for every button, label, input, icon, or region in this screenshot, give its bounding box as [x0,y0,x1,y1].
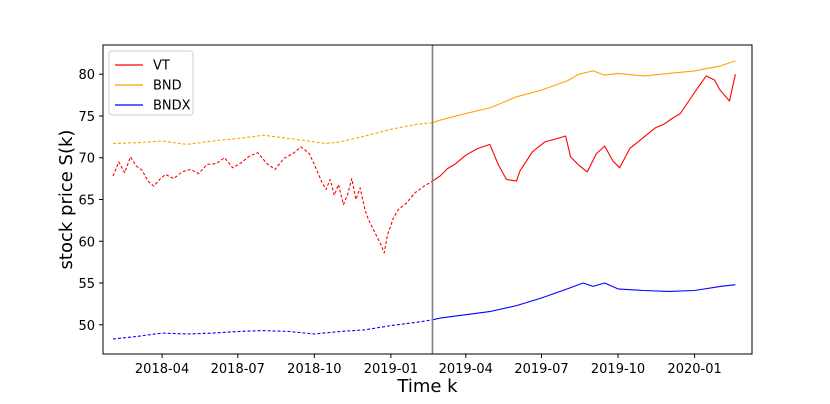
series-vt-line-forecast [432,74,736,182]
x-tick-label: 2019-07 [514,362,568,377]
y-tick-label: 80 [78,68,95,83]
x-tick-label: 2018-10 [287,362,341,377]
legend-box [108,50,194,116]
y-axis: 50 55 60 65 70 75 80 [78,68,103,334]
x-axis-label: Time k [396,376,458,397]
series-bnd-line-history [112,122,433,145]
series-vt-line-history [112,146,433,254]
x-axis: 2018-04 2018-07 2018-10 2019-01 2019-04 2019-… [135,354,722,377]
legend-label-bnd: BND [153,79,182,94]
y-tick-label: 60 [78,235,95,250]
series-layer [112,60,736,340]
y-axis-label: stock price S(k) [56,130,77,270]
y-tick-label: 75 [78,110,95,125]
legend-label-bndx: BNDX [153,99,191,114]
x-tick-label: 2019-04 [439,362,493,377]
y-tick-label: 55 [78,277,95,292]
x-tick-label: 2018-07 [211,362,265,377]
legend: VT BND BNDX [108,50,194,116]
x-tick-label: 2018-04 [135,362,189,377]
series-bndx-line-forecast [432,282,736,321]
x-tick-label: 2020-01 [667,362,721,377]
y-tick-label: 50 [78,319,95,334]
legend-label-vt: VT [153,59,170,74]
y-tick-label: 65 [78,194,95,209]
x-tick-label: 2019-10 [591,362,645,377]
x-tick-label: 2019-01 [364,362,418,377]
y-tick-label: 70 [78,152,95,167]
series-bnd-line-forecast [432,60,736,124]
